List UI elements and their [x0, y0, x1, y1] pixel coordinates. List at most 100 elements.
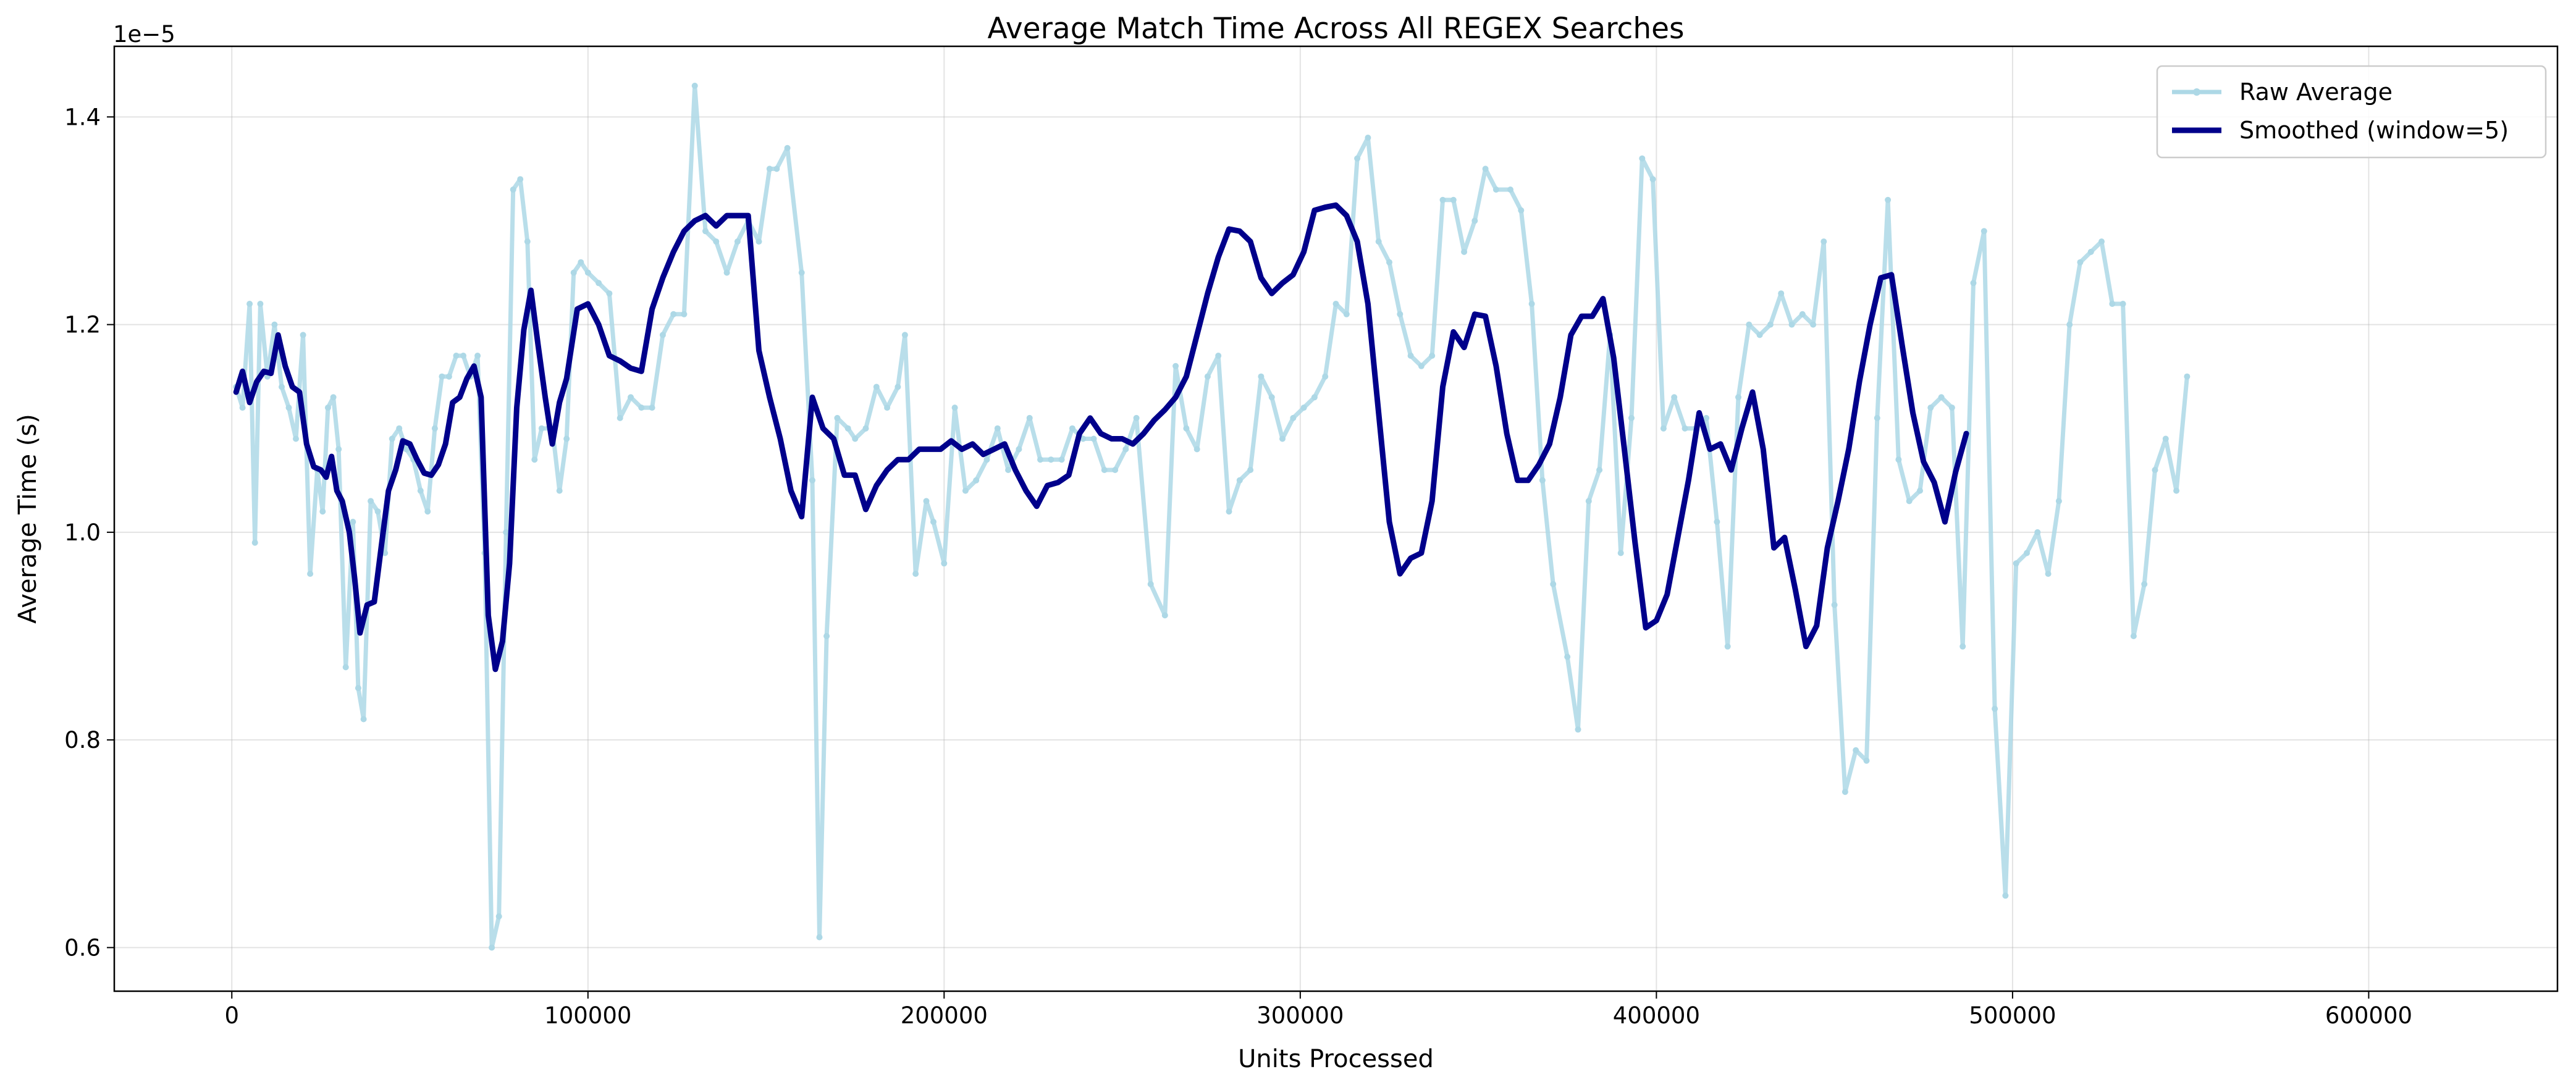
raw-average-point — [912, 571, 919, 577]
raw-average-point — [1101, 467, 1108, 473]
raw-average-point — [670, 311, 677, 317]
raw-average-point — [2034, 529, 2041, 535]
raw-average-point — [360, 716, 367, 723]
raw-average-point — [2045, 571, 2052, 577]
raw-average-point — [1959, 643, 1966, 650]
raw-average-point — [1671, 394, 1678, 401]
raw-average-point — [396, 425, 403, 432]
raw-average-point — [1172, 363, 1179, 369]
raw-average-point — [628, 394, 634, 401]
raw-average-point — [734, 238, 741, 245]
raw-average-point — [2077, 259, 2084, 266]
raw-average-point — [1397, 311, 1404, 317]
raw-average-point — [1810, 321, 1817, 328]
raw-average-point — [1375, 238, 1382, 245]
raw-average-point — [773, 166, 780, 172]
raw-average-point — [809, 477, 815, 484]
raw-average-point — [374, 508, 381, 515]
raw-average-point — [453, 353, 460, 359]
series-layer — [233, 82, 2191, 951]
raw-average-point — [1482, 166, 1489, 172]
y-tick-label: 1.4 — [64, 104, 101, 130]
raw-average-point — [257, 301, 264, 307]
raw-average-point — [852, 435, 859, 442]
raw-average-point — [2119, 301, 2126, 307]
raw-average-point — [524, 238, 531, 245]
raw-average-point — [1703, 414, 1710, 421]
raw-average-point — [884, 405, 891, 411]
y-tick-label: 0.6 — [64, 934, 101, 961]
raw-average-point — [271, 321, 278, 328]
y-tick-label: 0.8 — [64, 727, 101, 753]
raw-average-point — [460, 353, 466, 359]
raw-average-point — [1290, 414, 1297, 421]
raw-average-point — [1354, 155, 1361, 162]
raw-average-point — [638, 405, 645, 411]
raw-average-point — [1842, 789, 1848, 795]
raw-average-point — [2162, 435, 2169, 442]
raw-average-point — [617, 414, 623, 421]
raw-average-point — [1682, 425, 1688, 432]
raw-average-point — [834, 414, 841, 421]
raw-average-point — [439, 373, 445, 380]
raw-average-point — [300, 332, 306, 338]
raw-average-point — [1980, 228, 1987, 235]
raw-average-point — [474, 353, 481, 359]
raw-average-point — [1970, 280, 1977, 287]
raw-average-point — [1948, 405, 1955, 411]
raw-average-point — [1005, 467, 1012, 473]
raw-average-point — [844, 425, 851, 432]
raw-average-point — [873, 384, 880, 390]
raw-average-point — [1161, 612, 1168, 619]
raw-average-point — [1831, 602, 1838, 608]
raw-average-point — [285, 405, 292, 411]
grid-lines — [114, 46, 2557, 991]
raw-average-point — [1247, 467, 1254, 473]
raw-average-point — [1735, 394, 1741, 401]
raw-average-point — [293, 435, 299, 442]
raw-average-point — [1236, 477, 1243, 484]
x-tick-label: 400000 — [1613, 1002, 1700, 1029]
raw-average-point — [355, 685, 361, 692]
raw-average-point — [1147, 581, 1154, 587]
raw-average-point — [1080, 435, 1087, 442]
raw-average-point — [862, 425, 869, 432]
raw-average-point — [1863, 757, 1870, 764]
raw-average-point — [1407, 353, 1414, 359]
x-tick-label: 0 — [224, 1002, 239, 1029]
raw-average-point — [1450, 196, 1457, 203]
raw-average-point — [606, 290, 613, 297]
raw-average-point — [901, 332, 908, 338]
raw-average-point — [823, 633, 830, 639]
raw-average-point — [766, 166, 773, 172]
raw-average-point — [431, 425, 438, 432]
raw-average-point — [649, 405, 655, 411]
raw-average-point — [983, 456, 990, 463]
y-tick-label: 1.2 — [64, 312, 101, 338]
raw-average-point — [1492, 187, 1499, 193]
raw-average-point — [538, 425, 545, 432]
raw-average-point — [389, 435, 395, 442]
raw-average-point — [923, 498, 930, 505]
raw-average-point — [556, 487, 563, 494]
raw-average-point — [1746, 321, 1753, 328]
raw-average-point — [342, 664, 349, 671]
raw-average-point — [756, 238, 762, 245]
raw-average-point — [1439, 196, 1446, 203]
raw-average-point — [1418, 363, 1425, 369]
raw-average-point — [1016, 446, 1022, 453]
raw-average-point — [1528, 301, 1535, 307]
raw-average-point — [495, 913, 502, 920]
raw-average-point — [1193, 446, 1200, 453]
raw-average-point — [1895, 456, 1902, 463]
raw-average-point — [941, 560, 948, 567]
raw-average-point — [1778, 290, 1785, 297]
raw-average-point — [1992, 705, 1998, 712]
legend-entry-label: Smoothed (window=5) — [2239, 117, 2509, 144]
y-tick-label: 1.0 — [64, 519, 101, 546]
raw-average-point — [330, 394, 337, 401]
raw-average-point — [994, 425, 1001, 432]
raw-average-point — [1639, 155, 1646, 162]
raw-average-point — [1058, 456, 1065, 463]
raw-average-point — [1660, 425, 1667, 432]
